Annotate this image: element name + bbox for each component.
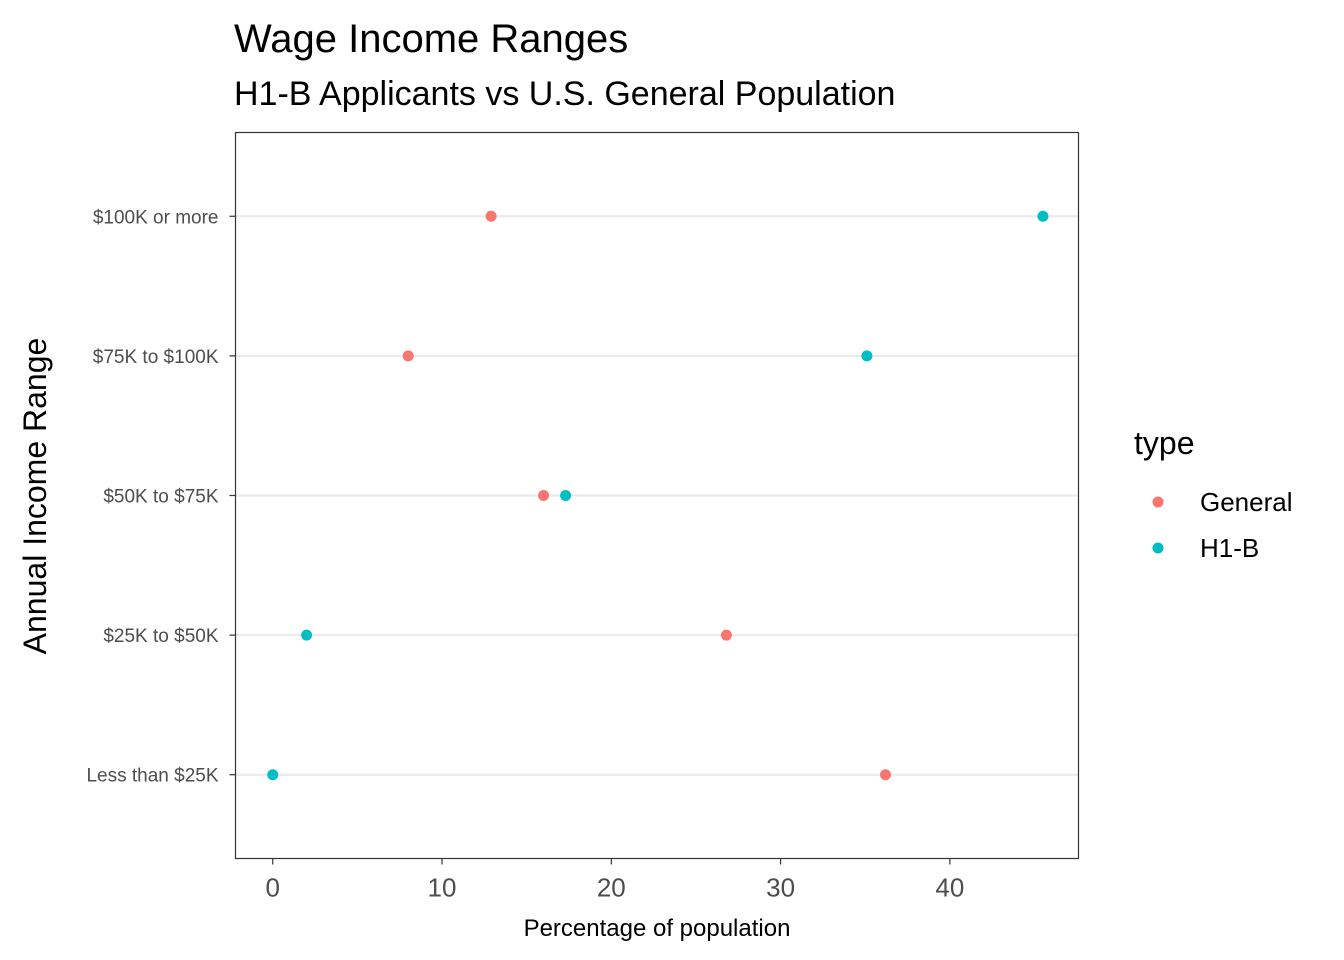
x-axis-label: Percentage of population — [524, 915, 791, 942]
point-general-3 — [402, 350, 414, 362]
y-tick-label: $100K or more — [93, 207, 219, 228]
legend-title: type — [1134, 425, 1194, 461]
legend-key-general — [1152, 496, 1164, 508]
x-tick-label: 0 — [266, 873, 280, 903]
x-tick-label: 20 — [597, 873, 626, 903]
point-general-1 — [720, 629, 732, 641]
x-axis: 0 10 20 30 40 — [266, 858, 964, 903]
x-tick-label: 10 — [428, 873, 457, 903]
point-h1-b-3 — [861, 350, 873, 362]
y-tick-label: Less than $25K — [86, 766, 218, 787]
y-tick-label: $50K to $75K — [103, 487, 218, 508]
gridlines — [235, 215, 1079, 776]
legend-label: H1-B — [1200, 533, 1259, 563]
point-h1-b-4 — [1037, 210, 1049, 222]
point-general-4 — [485, 210, 497, 222]
legend-items: General H1-B — [1152, 487, 1293, 563]
point-h1-b-1 — [301, 629, 313, 641]
x-tick-label: 30 — [766, 873, 795, 903]
chart-subtitle: H1-B Applicants vs U.S. General Populati… — [234, 75, 895, 113]
x-tick-label: 40 — [935, 873, 964, 903]
y-axis-label: Annual Income Range — [17, 338, 53, 655]
y-tick-label: $25K to $50K — [103, 626, 218, 647]
legend-label: General — [1200, 487, 1293, 517]
y-tick-label: $75K to $100K — [93, 347, 219, 368]
point-h1-b-2 — [560, 490, 572, 501]
data-points — [267, 210, 1049, 781]
point-h1-b-0 — [267, 769, 279, 781]
legend-key-h1-b — [1152, 542, 1164, 554]
point-general-0 — [880, 769, 892, 781]
y-axis: Less than $25K $25K to $50K $50K to $75K $7… — [86, 207, 236, 787]
chart-title: Wage Income Ranges — [234, 17, 628, 61]
legend: type General H1-B — [1134, 425, 1293, 563]
point-general-2 — [538, 490, 550, 501]
